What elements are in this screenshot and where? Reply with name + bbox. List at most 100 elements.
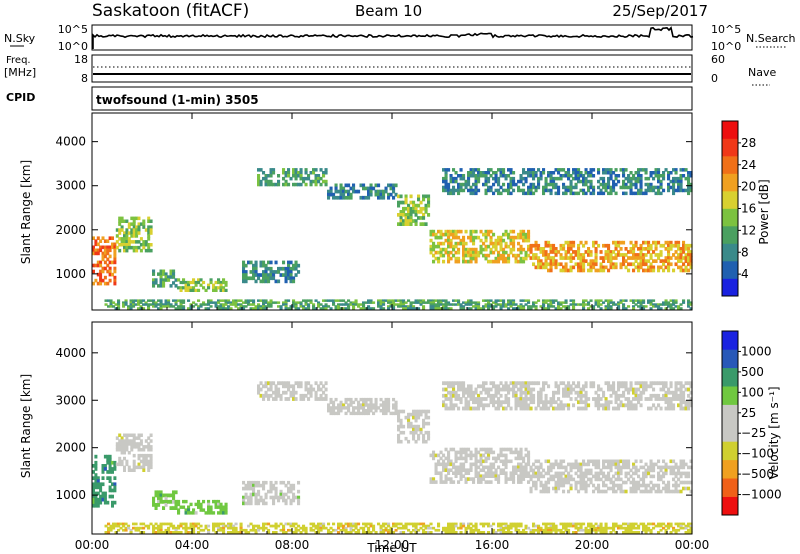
- velocity-cell: [549, 531, 553, 534]
- velocity-cell: [167, 531, 171, 534]
- power-cell: [639, 303, 643, 306]
- velocity-cell: [127, 433, 131, 437]
- power-cell: [284, 270, 288, 274]
- velocity-cell: [577, 526, 581, 530]
- velocity-cell: [552, 526, 556, 530]
- power-cell: [544, 262, 548, 267]
- power-cell: [469, 188, 473, 193]
- power-cell: [574, 191, 578, 196]
- power-cell: [517, 259, 521, 264]
- power-cell: [429, 232, 433, 237]
- velocity-cell: [247, 498, 251, 503]
- power-cell: [674, 299, 678, 302]
- velocity-cell: [369, 531, 373, 534]
- velocity-cell: [379, 531, 383, 534]
- velocity-cell: [447, 524, 451, 528]
- velocity-cell: [574, 531, 578, 534]
- velocity-cell: [327, 522, 331, 526]
- velocity-cell: [517, 477, 521, 481]
- velocity-cell: [584, 406, 588, 411]
- power-cell: [444, 299, 448, 302]
- velocity-cell: [519, 381, 523, 386]
- velocity-cell: [514, 406, 518, 411]
- velocity-cell: [649, 489, 653, 494]
- velocity-cell: [99, 497, 103, 502]
- velocity-cell: [649, 522, 653, 526]
- power-cell: [474, 176, 478, 181]
- power-cell: [514, 182, 518, 187]
- power-cell: [567, 247, 571, 251]
- velocity-cell: [137, 433, 141, 437]
- velocity-cell: [572, 465, 576, 470]
- power-cell: [449, 188, 453, 193]
- power-cell: [557, 168, 561, 172]
- power-cell: [404, 206, 408, 211]
- power-cell: [582, 307, 586, 310]
- power-cell: [607, 301, 611, 304]
- velocity-cell: [609, 468, 613, 473]
- power-cell: [123, 231, 126, 235]
- velocity-cell: [164, 493, 168, 498]
- power-cell: [602, 191, 606, 196]
- velocity-cell: [424, 409, 428, 414]
- power-cell: [239, 307, 243, 310]
- power-cell: [622, 299, 626, 302]
- power-cell: [682, 250, 686, 254]
- power-cell: [584, 259, 588, 263]
- velocity-cell: [609, 526, 613, 530]
- power-cell: [472, 256, 476, 261]
- velocity-cell: [567, 406, 571, 411]
- velocity-cell: [552, 400, 556, 405]
- velocity-cell: [484, 456, 488, 461]
- power-cell: [197, 305, 201, 308]
- power-cell: [342, 307, 346, 310]
- velocity-cell: [414, 524, 418, 528]
- velocity-cell: [442, 400, 446, 405]
- power-cell: [567, 268, 571, 273]
- power-cell: [557, 301, 561, 304]
- velocity-cell: [559, 531, 563, 534]
- velocity-band: [115, 433, 153, 472]
- power-cell: [314, 174, 318, 178]
- velocity-cell: [157, 496, 161, 501]
- power-cell: [639, 176, 643, 181]
- power-cell: [644, 247, 648, 251]
- velocity-cell: [307, 390, 311, 395]
- power-cell: [649, 243, 653, 248]
- velocity-cell: [492, 531, 496, 534]
- velocity-cell: [534, 465, 538, 470]
- velocity-cell: [682, 465, 686, 470]
- velocity-band: [177, 499, 228, 515]
- velocity-cell: [422, 524, 426, 528]
- velocity-cell: [562, 480, 566, 485]
- velocity-cell: [597, 471, 601, 476]
- velocity-cell: [597, 393, 601, 398]
- power-cell: [592, 307, 596, 310]
- power-cell: [157, 272, 161, 276]
- velocity-cell: [652, 526, 656, 530]
- power-cell: [389, 192, 393, 197]
- velocity-cell: [92, 503, 95, 508]
- power-cell: [639, 191, 643, 196]
- power-cell: [554, 185, 558, 190]
- power-cell: [612, 171, 616, 175]
- power-cell: [374, 189, 378, 194]
- power-cell: [127, 231, 131, 235]
- power-cell: [342, 189, 346, 194]
- velocity-cell: [624, 531, 628, 534]
- power-cell: [339, 183, 343, 188]
- velocity-cell: [414, 415, 418, 420]
- velocity-cell: [519, 456, 523, 461]
- power-cell: [294, 263, 298, 268]
- power-cell: [524, 299, 528, 302]
- velocity-cell: [504, 400, 508, 405]
- velocity-cell: [557, 474, 561, 479]
- power-cell: [594, 253, 598, 257]
- velocity-cell: [184, 499, 188, 504]
- power-cell: [149, 225, 153, 229]
- power-cell: [569, 182, 573, 187]
- power-cell: [644, 259, 648, 263]
- velocity-cell: [629, 486, 633, 491]
- velocity-cell: [477, 393, 481, 398]
